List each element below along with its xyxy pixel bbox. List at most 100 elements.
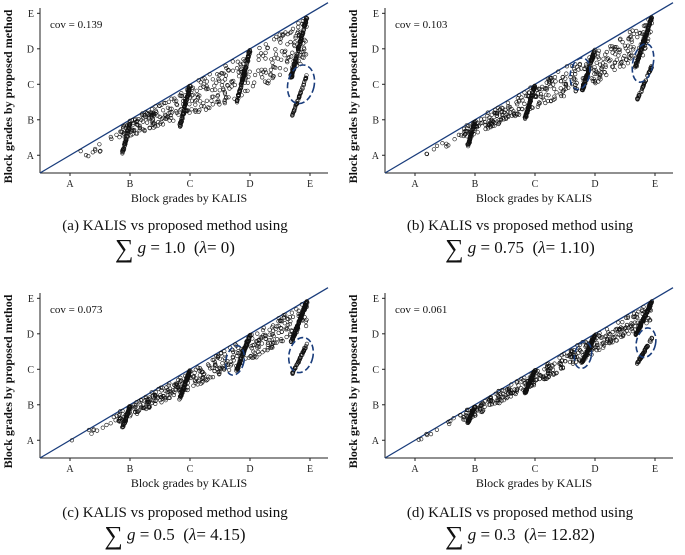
data-point [150, 107, 155, 112]
data-point [260, 75, 265, 80]
data-point [145, 120, 150, 125]
data-point [257, 45, 262, 51]
data-point [97, 142, 102, 147]
data-point [620, 319, 625, 325]
data-point [552, 74, 558, 80]
caption-equation: ∑ g = 1.0 (λ= 0) [115, 234, 235, 263]
data-point [522, 90, 527, 95]
data-point [648, 339, 653, 344]
data-point [580, 358, 585, 363]
data-point [644, 321, 649, 326]
data-point [221, 87, 226, 92]
data-point [552, 361, 557, 366]
data-point [299, 353, 304, 358]
data-point [164, 116, 169, 121]
data-point [270, 345, 275, 350]
x-tick-label: E [652, 179, 658, 190]
x-tick-label: D [591, 179, 598, 190]
x-tick-label: B [127, 464, 134, 475]
data-point [586, 347, 591, 353]
data-point [547, 81, 552, 86]
data-point [256, 57, 261, 62]
data-point [284, 58, 290, 64]
y-tick-label: D [372, 44, 379, 55]
data-point [561, 351, 566, 356]
data-point [600, 61, 605, 66]
data-point [304, 52, 309, 57]
data-point [623, 46, 628, 51]
data-point [501, 112, 506, 118]
scatter-points [424, 15, 655, 157]
data-point [144, 397, 150, 402]
y-axis-label: Block grades by proposed method [1, 9, 15, 183]
x-tick-label: D [591, 464, 598, 475]
data-point [196, 377, 202, 382]
data-point [496, 388, 501, 394]
data-point [216, 353, 221, 358]
data-point [230, 59, 235, 64]
data-point [231, 78, 236, 84]
data-point [296, 48, 301, 54]
data-point [630, 322, 635, 327]
data-point [263, 42, 268, 47]
data-point [497, 397, 502, 402]
data-point [596, 79, 601, 84]
data-point [217, 78, 222, 83]
data-point [602, 70, 607, 75]
lambda-value: 12.82 [550, 525, 590, 544]
data-point [247, 51, 252, 57]
data-point [583, 76, 588, 81]
g-value: 0.5 [153, 525, 175, 544]
data-point [158, 385, 163, 390]
data-point [523, 113, 528, 118]
data-point [279, 57, 284, 62]
data-point [117, 412, 122, 417]
data-point [197, 368, 202, 373]
data-point [193, 109, 198, 114]
data-point [451, 416, 456, 421]
data-point [590, 78, 595, 84]
data-point [294, 101, 299, 107]
data-point [234, 100, 240, 105]
data-point [626, 325, 631, 331]
data-point [225, 82, 230, 88]
data-point [268, 67, 274, 72]
data-point [270, 331, 276, 337]
data-point [539, 87, 544, 92]
data-point [289, 29, 294, 34]
x-tick-label: C [532, 464, 539, 475]
x-tick-label: C [187, 179, 194, 190]
data-point [303, 18, 308, 23]
x-tick-label: D [246, 464, 253, 475]
data-point [622, 43, 628, 48]
data-point [588, 58, 593, 64]
data-point [265, 340, 271, 346]
data-point [208, 366, 213, 371]
data-point [589, 76, 594, 81]
data-point [537, 86, 542, 92]
data-point [591, 49, 596, 54]
data-point [488, 396, 493, 401]
data-point [299, 33, 305, 39]
data-point [278, 325, 283, 331]
data-point [428, 432, 434, 437]
data-point [541, 97, 546, 102]
data-point [169, 96, 174, 101]
data-point [230, 354, 235, 359]
data-point [104, 422, 109, 428]
data-point [638, 47, 644, 52]
data-point [634, 314, 639, 319]
y-tick-label: B [372, 115, 379, 126]
data-point [632, 314, 638, 319]
data-point [642, 314, 647, 319]
data-point [469, 131, 474, 137]
data-point [186, 370, 191, 375]
data-point [285, 55, 291, 61]
data-point [287, 322, 292, 327]
caption-panel-d: (d) KALIS vs proposed method using ∑ g = … [360, 503, 680, 549]
data-point [235, 350, 241, 356]
data-point [139, 117, 144, 122]
data-point [601, 345, 606, 350]
data-point [223, 63, 228, 68]
data-point [611, 334, 616, 340]
